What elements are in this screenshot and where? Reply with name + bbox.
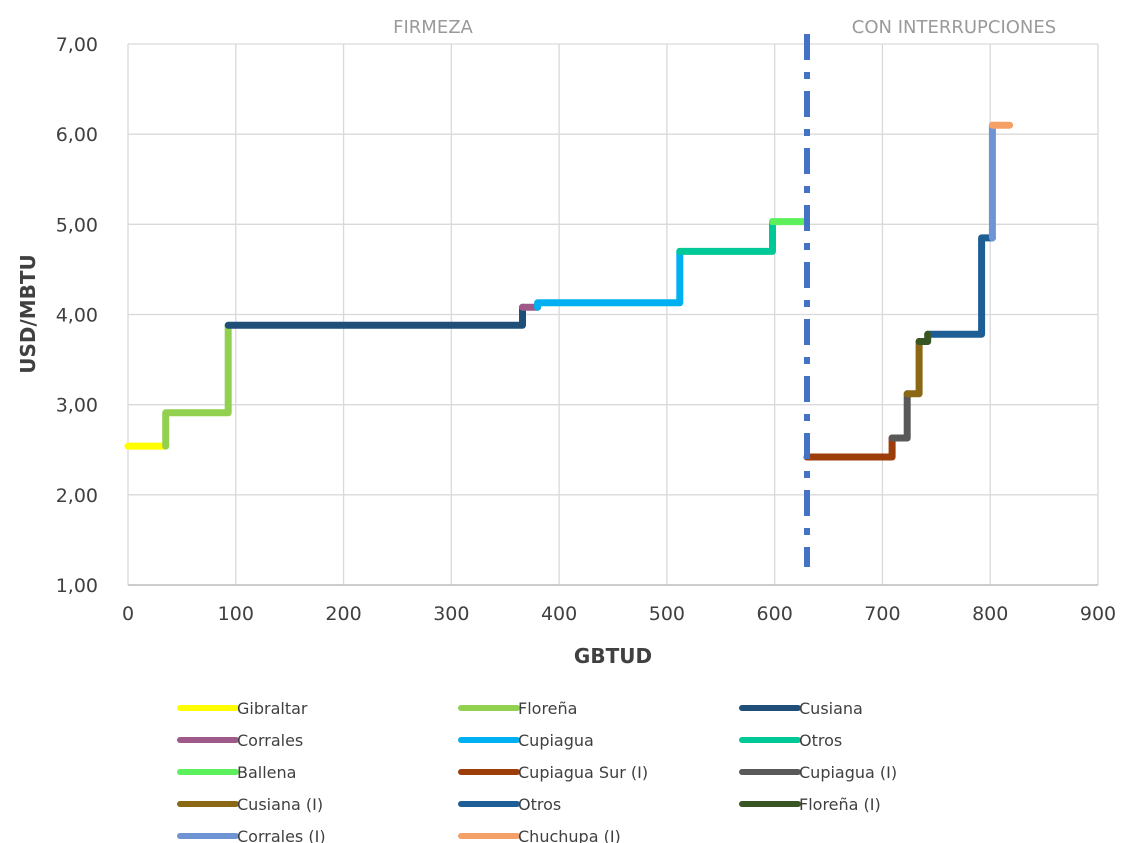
legend-label: Cusiana xyxy=(799,699,863,718)
legend-label: Otros xyxy=(518,795,561,814)
annotation-firmeza: FIRMEZA xyxy=(393,17,473,38)
x-tick-label: 600 xyxy=(757,603,793,625)
legend-label: Cupiagua xyxy=(518,731,594,750)
y-tick-label: 2,00 xyxy=(56,485,98,507)
series-lines xyxy=(124,121,1014,461)
legend-label: Corrales (I) xyxy=(237,827,326,843)
series-line xyxy=(915,330,932,345)
x-tick-label: 800 xyxy=(972,603,1008,625)
x-axis-title: GBTUD xyxy=(574,644,652,668)
y-tick-label: 4,00 xyxy=(56,305,98,327)
legend-label: Otros xyxy=(799,731,842,750)
y-tick-label: 3,00 xyxy=(56,395,98,417)
legend-label: Cupiagua (I) xyxy=(799,763,897,782)
series-line xyxy=(924,234,996,338)
legend-label: Floreña xyxy=(518,699,577,718)
legend: Gibraltar Floreña Cusiana Corrales Cupiagua O… xyxy=(177,699,897,843)
series-line xyxy=(676,218,776,255)
series-line xyxy=(224,303,526,329)
legend-label: Gibraltar xyxy=(237,699,308,718)
legend-label: Ballena xyxy=(237,763,296,782)
annotation-con-interrupciones: CON INTERRUPCIONES xyxy=(852,17,1056,38)
x-tick-label: 300 xyxy=(433,603,469,625)
gridlines xyxy=(127,43,1099,586)
series-line xyxy=(888,390,911,442)
legend-label: Floreña (I) xyxy=(799,795,881,814)
x-tick-label: 100 xyxy=(218,603,254,625)
series-line xyxy=(803,434,896,461)
series-line xyxy=(162,321,232,450)
x-tick-label: 0 xyxy=(122,603,134,625)
legend-label: Chuchupa (I) xyxy=(518,827,621,843)
x-tick-label: 700 xyxy=(864,603,900,625)
x-tick-label: 200 xyxy=(325,603,361,625)
x-tick-label: 900 xyxy=(1080,603,1116,625)
y-tick-label: 6,00 xyxy=(56,124,98,146)
y-axis-title: USD/MBTU xyxy=(16,254,40,374)
series-line xyxy=(903,338,923,398)
y-tick-label: 1,00 xyxy=(56,575,98,597)
legend-label: Cusiana (I) xyxy=(237,795,323,814)
y-tick-label: 5,00 xyxy=(56,214,98,236)
legend-label: Corrales xyxy=(237,731,303,750)
series-line xyxy=(534,247,684,311)
tick-labels: 0 100 200 300 400 500 600 700 800 900 1,00 2,00 3,00… xyxy=(56,34,1116,625)
x-tick-label: 400 xyxy=(541,603,577,625)
x-tick-label: 500 xyxy=(649,603,685,625)
y-tick-label: 7,00 xyxy=(56,34,98,56)
legend-label: Cupiagua Sur (I) xyxy=(518,763,648,782)
